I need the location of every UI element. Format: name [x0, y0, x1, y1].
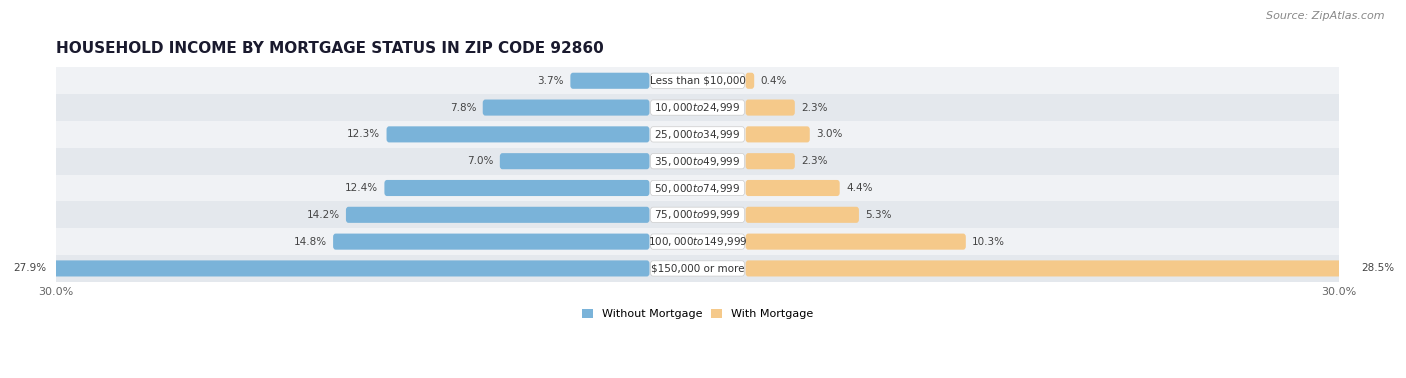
FancyBboxPatch shape	[745, 207, 859, 223]
FancyBboxPatch shape	[745, 153, 794, 169]
Bar	[56, 148, 1339, 175]
Bar	[56, 255, 1339, 282]
Text: $75,000 to $99,999: $75,000 to $99,999	[654, 208, 741, 221]
Text: 14.8%: 14.8%	[294, 237, 326, 246]
Bar	[56, 121, 1339, 148]
Text: Source: ZipAtlas.com: Source: ZipAtlas.com	[1267, 11, 1385, 21]
FancyBboxPatch shape	[651, 127, 745, 142]
FancyBboxPatch shape	[745, 99, 794, 116]
Text: 0.4%: 0.4%	[761, 76, 787, 86]
Bar	[56, 228, 1339, 255]
Text: 5.3%: 5.3%	[865, 210, 891, 220]
FancyBboxPatch shape	[651, 180, 745, 196]
FancyBboxPatch shape	[651, 207, 745, 223]
Text: $25,000 to $34,999: $25,000 to $34,999	[654, 128, 741, 141]
FancyBboxPatch shape	[387, 126, 650, 143]
Text: 10.3%: 10.3%	[972, 237, 1005, 246]
Text: 3.7%: 3.7%	[537, 76, 564, 86]
FancyBboxPatch shape	[745, 180, 839, 196]
Text: $35,000 to $49,999: $35,000 to $49,999	[654, 155, 741, 168]
Text: 12.3%: 12.3%	[347, 129, 380, 139]
FancyBboxPatch shape	[745, 260, 1355, 276]
Bar	[56, 175, 1339, 201]
FancyBboxPatch shape	[499, 153, 650, 169]
FancyBboxPatch shape	[745, 73, 754, 89]
Text: 3.0%: 3.0%	[817, 129, 842, 139]
Text: 12.4%: 12.4%	[344, 183, 378, 193]
FancyBboxPatch shape	[384, 180, 650, 196]
Text: Less than $10,000: Less than $10,000	[650, 76, 745, 86]
Text: 4.4%: 4.4%	[846, 183, 873, 193]
FancyBboxPatch shape	[651, 234, 745, 249]
FancyBboxPatch shape	[745, 234, 966, 249]
Bar	[56, 67, 1339, 94]
Text: $100,000 to $149,999: $100,000 to $149,999	[648, 235, 748, 248]
FancyBboxPatch shape	[482, 99, 650, 116]
Text: $10,000 to $24,999: $10,000 to $24,999	[654, 101, 741, 114]
Text: 28.5%: 28.5%	[1361, 263, 1395, 273]
FancyBboxPatch shape	[571, 73, 650, 89]
Text: $150,000 or more: $150,000 or more	[651, 263, 744, 273]
FancyBboxPatch shape	[651, 100, 745, 115]
Text: 14.2%: 14.2%	[307, 210, 339, 220]
FancyBboxPatch shape	[53, 260, 650, 276]
FancyBboxPatch shape	[651, 73, 745, 88]
Text: 27.9%: 27.9%	[14, 263, 46, 273]
Text: 2.3%: 2.3%	[801, 102, 828, 113]
Bar	[56, 201, 1339, 228]
FancyBboxPatch shape	[651, 153, 745, 169]
FancyBboxPatch shape	[651, 261, 745, 276]
Text: $50,000 to $74,999: $50,000 to $74,999	[654, 181, 741, 195]
Text: 7.0%: 7.0%	[467, 156, 494, 166]
FancyBboxPatch shape	[745, 126, 810, 143]
Text: 2.3%: 2.3%	[801, 156, 828, 166]
FancyBboxPatch shape	[346, 207, 650, 223]
Text: HOUSEHOLD INCOME BY MORTGAGE STATUS IN ZIP CODE 92860: HOUSEHOLD INCOME BY MORTGAGE STATUS IN Z…	[56, 42, 605, 56]
Legend: Without Mortgage, With Mortgage: Without Mortgage, With Mortgage	[578, 304, 818, 324]
FancyBboxPatch shape	[333, 234, 650, 249]
Bar	[56, 94, 1339, 121]
Text: 7.8%: 7.8%	[450, 102, 477, 113]
